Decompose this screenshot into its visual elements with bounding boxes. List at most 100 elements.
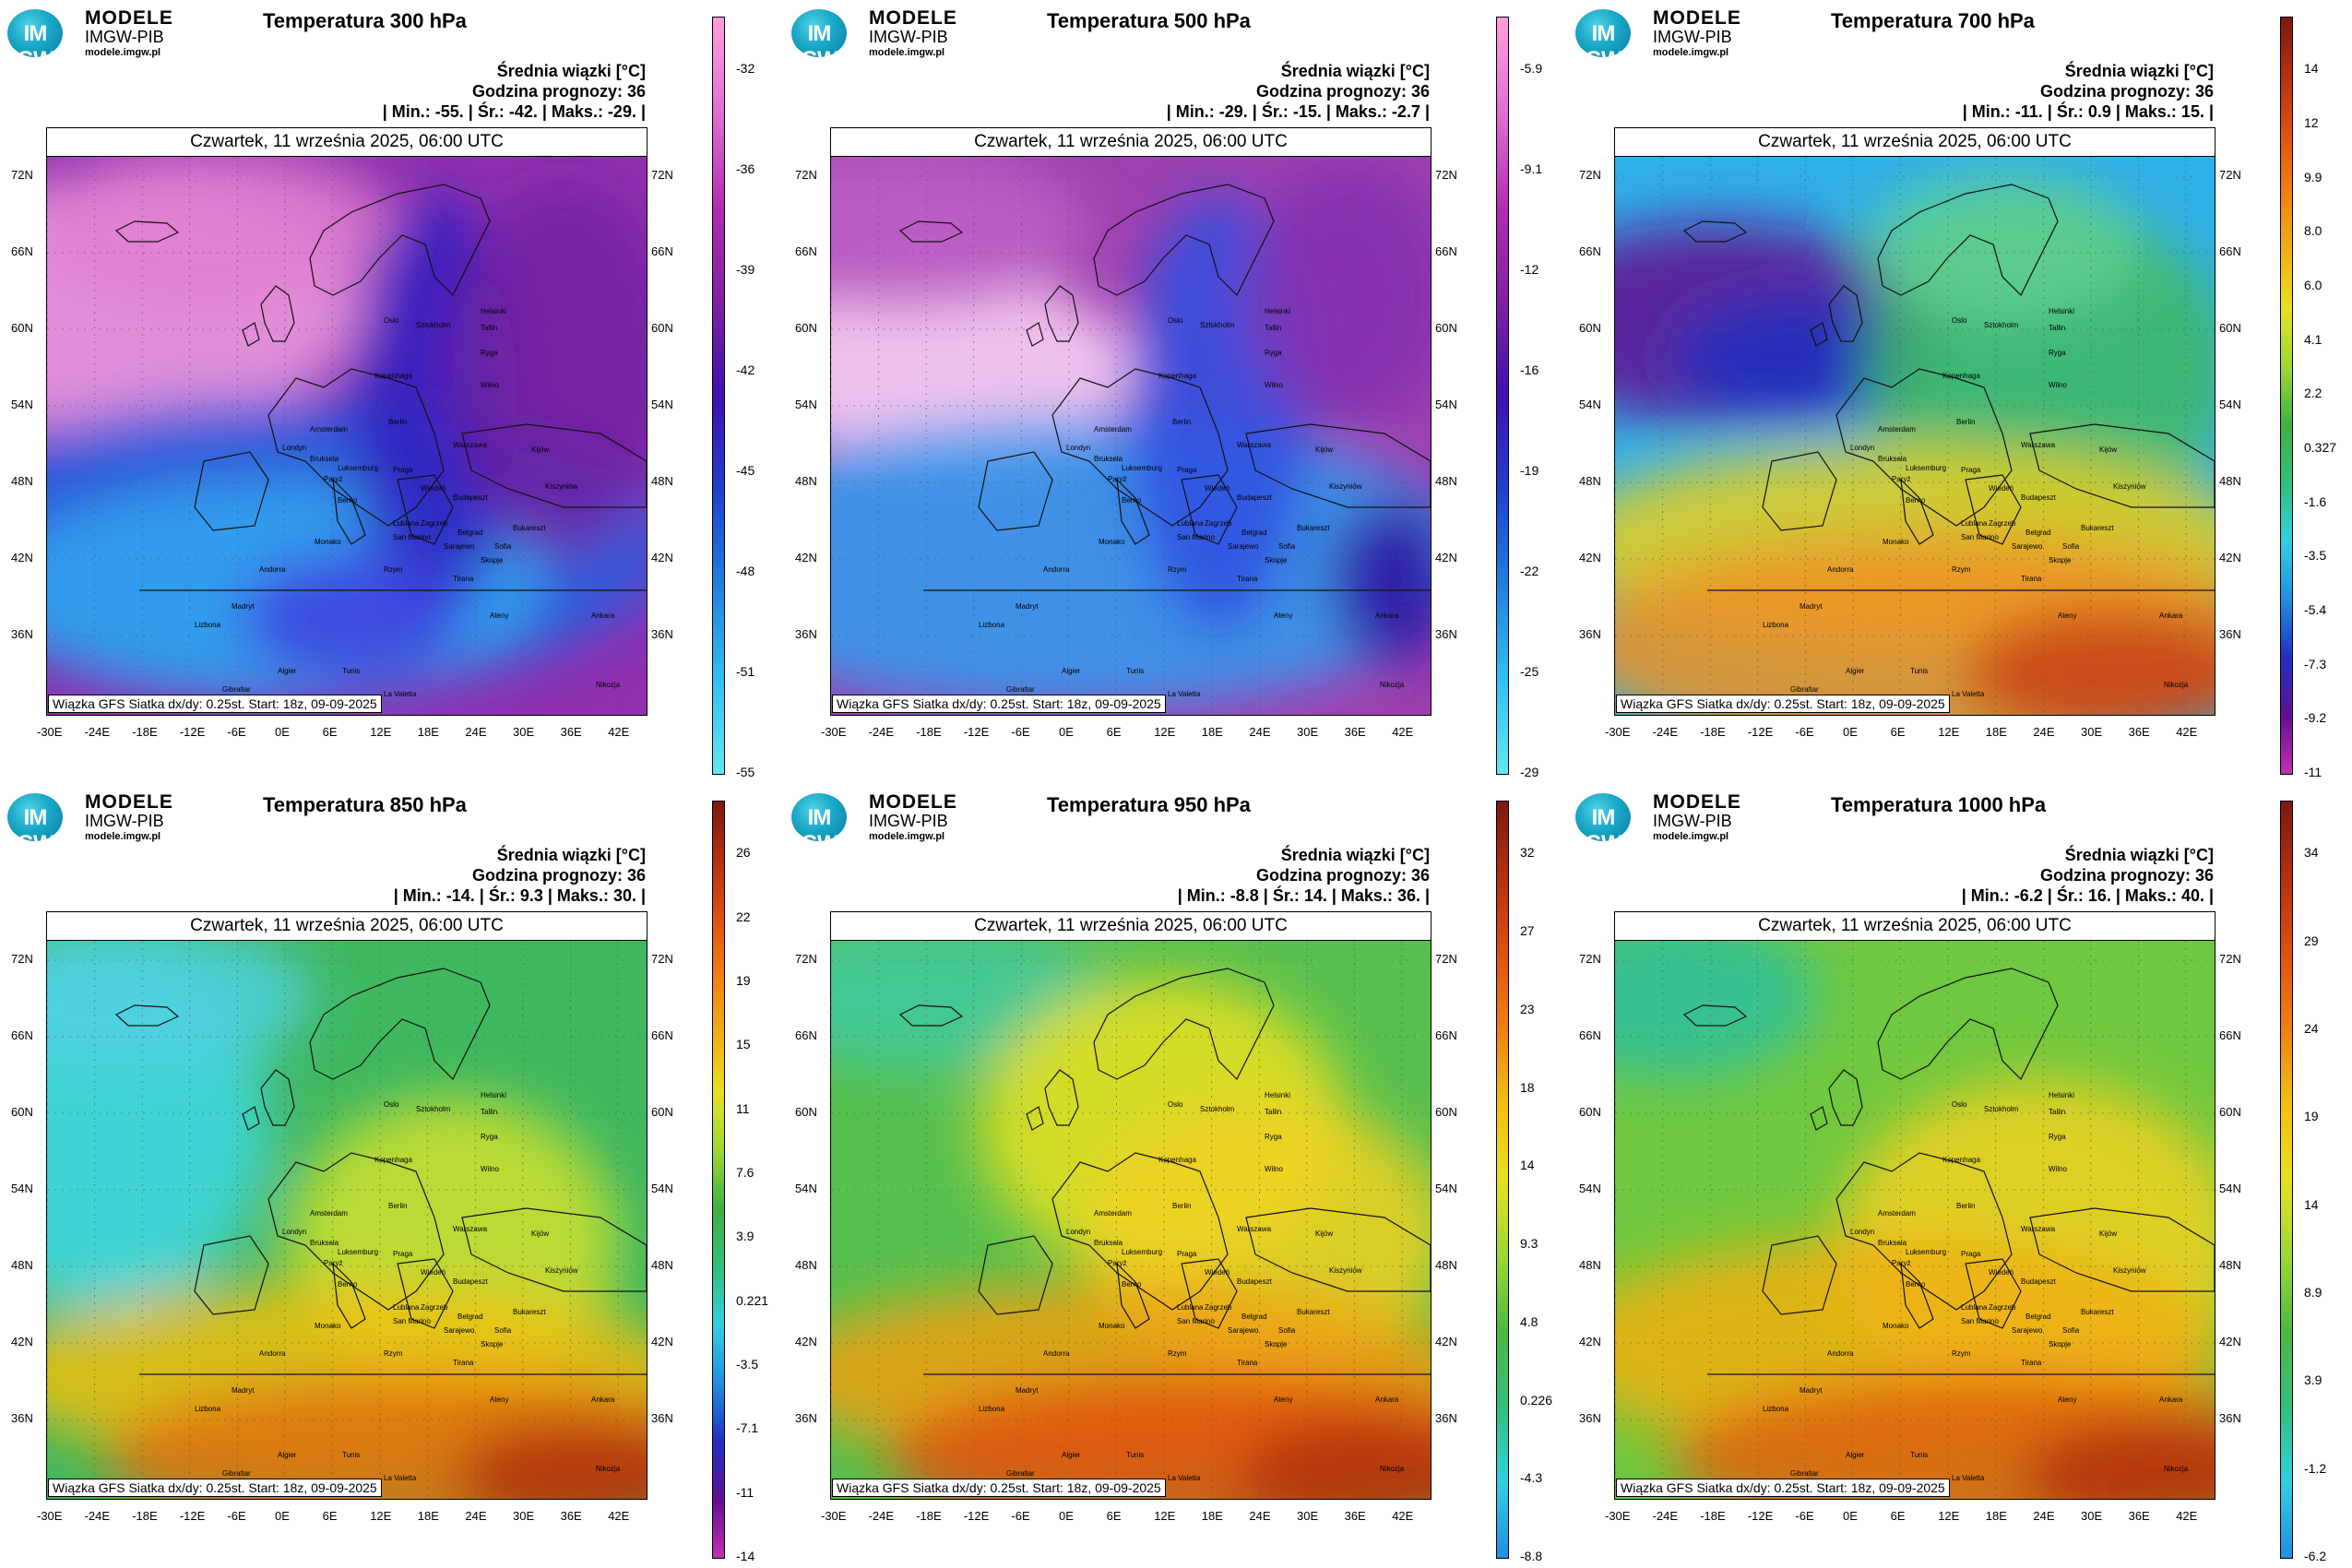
logo-text-line2: IMGW-PIB [1653,812,1732,830]
panel-title: Temperatura 700 hPa [1831,9,2035,32]
source-label: Wiązka GFS Siatka dx/dy: 0.25st. Start: … [832,1479,1166,1497]
temperature-zone [1237,1420,1431,1499]
city-label: Kiszyniów [2113,482,2146,491]
colorbar-tick-label: 23 [1520,1001,1535,1016]
logo-text-line3: modele.imgw.pl [869,47,945,58]
city-label: Madryt [1800,602,1823,611]
lat-label-right: 72N [651,168,673,182]
city-label: Wiedeń [1989,484,2013,493]
lat-label-right: 42N [2219,551,2241,564]
city-label: Kopenhaga [1942,1156,1980,1164]
city-label: Belgrad [2025,529,2051,537]
city-label: San Marino [1177,533,1215,541]
city-label: Lizbona [195,1405,221,1413]
city-label: Paryż [1892,1259,1910,1267]
city-labels: Helsinki Sztokholm Tallin Ryga Wilno Kopenhag… [960,1091,1405,1496]
colorbar-tick-label: 29 [2304,932,2319,948]
logo-text-line1: MODELE [869,791,957,813]
city-label: La Valetta [1952,690,1985,698]
temperature-field-map: Helsinki Sztokholm Tallin Ryga Wilno Kopenhag… [47,941,647,1499]
map-frame: Czwartek, 11 września 2025, 06:00 UTC Hel… [46,911,647,1500]
city-label: Tunis [1910,1451,1928,1459]
city-label: San Marino [393,533,431,541]
city-label: Gibraltar [1790,1469,1819,1478]
city-label: Warszawa [2021,1225,2056,1233]
lat-label-right: 48N [651,474,673,488]
colorbar-tick-label: 8.9 [2304,1285,2322,1301]
city-label: Helsinki [2049,307,2074,315]
city-label: Berno [338,496,358,505]
lat-label-left: 42N [795,1335,817,1348]
city-label: Warszawa [453,441,488,449]
colorbar-tick-label: 15 [736,1037,751,1052]
logo-text-line2: IMGW-PIB [869,812,948,830]
city-label: Andorra [259,565,286,574]
city-label: Andorra [259,1349,286,1358]
logo-text-line3: modele.imgw.pl [1653,831,1729,842]
city-label: Nikozja [596,681,621,689]
lon-label: -12E [179,1509,206,1523]
colorbar-tick-label: -32 [736,61,755,77]
lon-label: 24E [1249,1509,1271,1523]
city-label: Helsinki [1265,307,1290,315]
lat-label-right: 66N [1435,1028,1457,1042]
colorbar [2280,801,2293,1559]
city-label: Paryż [324,475,342,483]
lat-label-right: 42N [2219,1335,2241,1348]
city-label: Budapeszt [2021,493,2057,502]
city-label: Amsterdam [310,425,348,434]
lat-label-left: 72N [1579,168,1601,182]
colorbar-tick-label: -4.3 [1520,1470,1543,1486]
logo-globe-icon: IM GW [791,793,847,856]
temperature-zone [1246,166,1431,424]
lon-label: -18E [916,1509,942,1523]
city-label: Sarajewo [2012,542,2043,551]
city-label: Budapeszt [453,493,489,502]
lat-label-right: 48N [1435,1258,1457,1272]
lat-label-left: 66N [795,1028,817,1042]
lon-label: 0E [275,1509,290,1523]
city-label: Monako [315,538,341,546]
lon-label: 18E [417,1509,439,1523]
map-area: Helsinki Sztokholm Tallin Ryga Wilno Kopenhag… [47,157,647,715]
lat-label-right: 54N [651,398,673,411]
colorbar-tick-label: -8.8 [1520,1549,1543,1563]
logo-text-line2: IMGW-PIB [85,28,164,46]
source-label: Wiązka GFS Siatka dx/dy: 0.25st. Start: … [48,695,382,713]
lon-label: 0E [1059,1509,1074,1523]
city-label: Wiedeń [421,1268,445,1277]
city-label: Kijów [531,1229,549,1238]
city-label: Skopje [2049,556,2072,564]
lat-label-left: 54N [1579,1182,1601,1195]
colorbar-tick-label: -16 [1520,362,1539,378]
colorbar-tick-label: 0.221 [736,1292,769,1308]
city-label: Ryga [1265,1133,1282,1141]
lon-label: -24E [1652,1509,1679,1523]
city-label: Wilno [1265,381,1284,389]
panel-title: Temperatura 950 hPa [1047,793,1251,816]
city-label: Budapeszt [453,1277,489,1286]
panel-title: Temperatura 500 hPa [1047,9,1251,32]
city-label: Amsterdam [310,1209,348,1218]
forecast-panel-700: IM GW MODELE IMGW-PIB modele.imgw.pl Tempera… [1568,0,2352,784]
lon-label: 42E [1392,725,1414,739]
colorbar-tick-label: 22 [736,909,751,924]
city-label: Lizbona [195,621,221,629]
lon-label: -24E [868,1509,895,1523]
lat-label-left: 60N [1579,321,1601,335]
city-label: Berlin [1172,1202,1191,1210]
city-label: Ankara [591,1396,615,1404]
lat-label-left: 54N [795,398,817,411]
lat-label-left: 72N [11,952,33,966]
city-label: Algier [1062,1451,1081,1459]
city-label: Wiedeń [421,484,445,493]
graticule [47,157,647,715]
lat-label-left: 72N [795,168,817,182]
colorbar [712,17,725,775]
city-label: Ankara [2159,612,2183,620]
lat-label-right: 72N [1435,952,1457,966]
lon-label: -18E [916,725,942,739]
lat-label-right: 60N [1435,1105,1457,1119]
city-label: Bruksela [310,1239,339,1247]
city-label: Andorra [1043,565,1070,574]
